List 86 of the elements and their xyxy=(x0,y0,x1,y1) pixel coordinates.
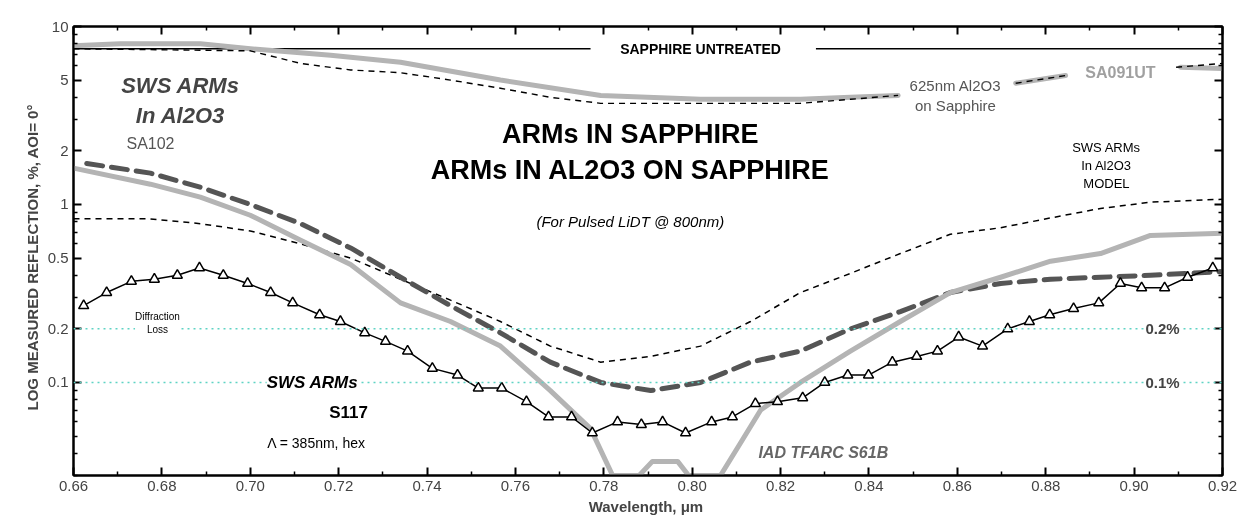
y-tick-label: 0.1 xyxy=(47,373,69,391)
point xyxy=(749,397,762,408)
point xyxy=(1043,308,1056,319)
y-tick-label: 0.2 xyxy=(47,319,69,337)
x-tick-label: 0.84 xyxy=(854,476,884,494)
point xyxy=(976,339,989,350)
point xyxy=(148,272,161,283)
point xyxy=(1023,314,1036,326)
text: 0.80 xyxy=(677,476,707,494)
point xyxy=(611,415,624,426)
annotation: S117 xyxy=(329,403,368,423)
annotation: SWS ARMs xyxy=(266,373,358,393)
point xyxy=(726,410,739,421)
annotation: SA102 xyxy=(126,135,175,153)
annotation: SWS ARMs In Al2O3 MODEL xyxy=(1072,140,1141,192)
y-tick-label: 0.5 xyxy=(47,249,69,267)
x-tick-label: 0.82 xyxy=(765,476,796,494)
x-tick-label: 0.76 xyxy=(500,476,531,494)
point xyxy=(264,286,277,297)
point xyxy=(1093,296,1105,307)
x-tick-label: 0.92 xyxy=(1207,476,1238,494)
point xyxy=(401,344,414,355)
point xyxy=(1207,261,1219,272)
point xyxy=(1114,276,1127,288)
x-tick-label: 0.66 xyxy=(58,476,89,494)
annotation: Diffraction Loss xyxy=(135,311,180,336)
point xyxy=(952,330,965,341)
point xyxy=(77,299,90,310)
point xyxy=(451,368,464,379)
x-tick-label: 0.88 xyxy=(1031,476,1061,494)
point xyxy=(520,395,533,406)
text: 0.70 xyxy=(235,476,265,494)
y-tick-label: 2 xyxy=(60,141,69,159)
point xyxy=(565,410,578,421)
point xyxy=(910,349,923,361)
point xyxy=(1158,281,1171,292)
point xyxy=(796,391,809,402)
annotation: SWS ARMs In Al2O3 xyxy=(121,73,239,129)
point xyxy=(886,355,899,366)
x-tick-label: 0.74 xyxy=(412,476,442,494)
annotation: SA091UT xyxy=(1085,63,1156,81)
point xyxy=(426,361,439,372)
point xyxy=(819,375,831,387)
annotation: SAPPHIRE UNTREATED xyxy=(620,40,781,57)
point xyxy=(1181,270,1194,281)
point xyxy=(1067,302,1080,313)
x-tick-label: 0.78 xyxy=(589,476,619,494)
point xyxy=(656,415,669,426)
annotation: IAD TFARC S61B xyxy=(758,444,889,462)
y-tick-label: 10 xyxy=(51,17,69,35)
point xyxy=(241,276,254,288)
point xyxy=(495,381,508,392)
ref-line-label: 0.1% xyxy=(1145,373,1180,391)
y-tick-label: 1 xyxy=(60,195,69,213)
point xyxy=(771,395,784,406)
annotation: Λ = 385nm, hex xyxy=(267,434,365,451)
x-tick-label: 0.72 xyxy=(324,476,354,494)
point xyxy=(334,314,347,326)
point xyxy=(862,368,875,379)
point xyxy=(217,268,230,279)
point xyxy=(313,308,326,319)
x-axis-title: Wavelength, μm xyxy=(588,497,704,515)
y-axis-title: LOG MEASURED REFLECTION, %, AOI= 0° xyxy=(23,104,41,411)
text: 0.90 xyxy=(1119,476,1149,494)
point xyxy=(635,418,648,429)
point xyxy=(193,261,206,272)
point xyxy=(379,334,392,346)
point xyxy=(586,426,599,437)
y-tick-label: 5 xyxy=(60,71,69,89)
point xyxy=(931,344,944,355)
point xyxy=(286,296,299,307)
point xyxy=(472,381,485,392)
point xyxy=(171,268,184,279)
x-tick-label: 0.68 xyxy=(147,476,177,494)
ref-line-label: 0.2% xyxy=(1145,320,1180,338)
point xyxy=(100,286,113,297)
text: (For Pulsed LiDT @ 800nm) xyxy=(536,213,725,231)
point xyxy=(125,274,138,285)
point xyxy=(679,426,692,437)
point xyxy=(842,368,854,379)
annotation: 625nm Al2O3 on Sapphire xyxy=(909,76,1001,115)
x-tick-label: 0.86 xyxy=(942,476,972,494)
point xyxy=(542,410,555,421)
point xyxy=(705,415,718,426)
point xyxy=(1135,281,1148,292)
text: ARMs IN SAPPHIRE ARMs IN AL2O3 ON SAPPHIRE xyxy=(430,119,829,186)
